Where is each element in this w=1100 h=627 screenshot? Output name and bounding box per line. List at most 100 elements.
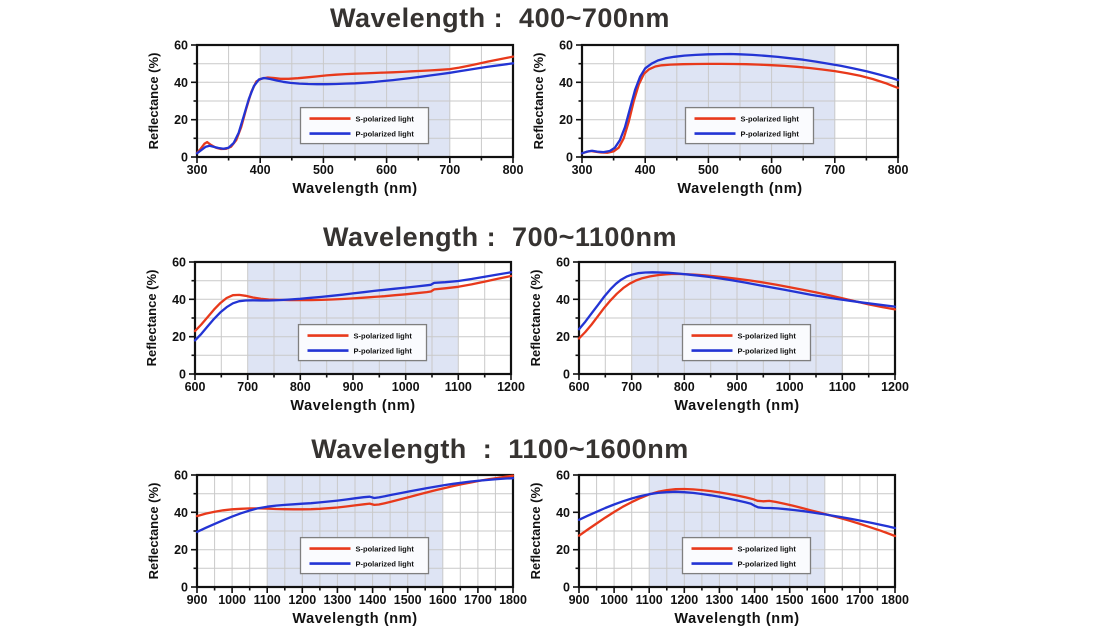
x-tick-label: 1000 [218, 593, 246, 607]
x-tick-label: 1000 [392, 380, 420, 394]
x-tick-label: 1300 [323, 593, 351, 607]
x-axis-label: Wavelength (nm) [290, 398, 415, 414]
x-tick-label: 300 [187, 163, 208, 177]
chart-700-1100-left: 600 700 800 900 1000 1100 1200 0 20 40 60 S-polariz… [144, 256, 525, 415]
y-axis-label: Reflectance (%) [146, 483, 161, 580]
x-tick-label: 1300 [705, 593, 733, 607]
y-tick-label: 60 [559, 39, 573, 53]
plot-frame [195, 43, 515, 159]
x-axis-label: Wavelength (nm) [292, 611, 417, 627]
axis-tick-labels: 900 1000 1100 1200 1300 1400 1500 1600 1700 1800 0… [174, 469, 527, 608]
y-tick-label: 20 [174, 543, 188, 557]
y-axis-label: Reflectance (%) [146, 53, 161, 150]
p-polarized-legend-label: P-polarized light [356, 559, 415, 568]
p-polarized-series [193, 271, 513, 342]
row-title-1100-1600nm: Wavelength : 1100~1600nm [311, 434, 689, 464]
y-tick-label: 60 [174, 39, 188, 53]
x-tick-label: 1200 [881, 380, 909, 394]
x-tick-label: 1000 [600, 593, 628, 607]
p-polarized-series [195, 62, 515, 155]
legend: S-polarized light P-polarized light [684, 106, 815, 145]
y-tick-label: 20 [174, 113, 188, 127]
x-tick-label: 1600 [811, 593, 839, 607]
x-tick-label: 700 [621, 380, 642, 394]
x-tick-label: 600 [185, 380, 206, 394]
axis-tick-labels: 600 700 800 900 1000 1100 1200 0 20 40 60 [556, 256, 909, 395]
s-polarized-legend-label: S-polarized light [354, 331, 413, 340]
x-tick-label: 1700 [846, 593, 874, 607]
y-tick-label: 20 [559, 113, 573, 127]
y-tick-label: 0 [566, 151, 573, 165]
x-tick-label: 800 [290, 380, 311, 394]
x-tick-label: 1400 [359, 593, 387, 607]
x-tick-label: 900 [187, 593, 208, 607]
x-tick-label: 900 [727, 380, 748, 394]
s-polarized-legend-label: S-polarized light [356, 544, 415, 553]
x-tick-label: 500 [313, 163, 334, 177]
legend: S-polarized light P-polarized light [299, 106, 430, 145]
y-tick-label: 40 [556, 506, 570, 520]
chart-1100-1600-right: 900 1000 1100 1200 1300 1400 1500 1600 1700 1800 0… [528, 469, 909, 627]
x-tick-label: 500 [698, 163, 719, 177]
s-polarized-series [580, 62, 900, 155]
x-tick-label: 1100 [636, 593, 663, 607]
p-polarized-legend-label: P-polarized light [741, 129, 800, 138]
p-polarized-legend-label: P-polarized light [354, 346, 413, 355]
y-tick-label: 60 [172, 256, 186, 270]
chart-700-1100-right: 600 700 800 900 1000 1100 1200 0 20 40 60 S-polariz… [528, 256, 909, 415]
x-tick-label: 400 [635, 163, 656, 177]
x-tick-label: 1000 [776, 380, 804, 394]
legend-box [299, 536, 430, 575]
p-polarized-series [577, 490, 897, 530]
x-tick-label: 900 [569, 593, 590, 607]
x-tick-label: 1500 [394, 593, 422, 607]
x-tick-label: 900 [343, 380, 364, 394]
s-polarized-legend-label: S-polarized light [738, 331, 797, 340]
x-tick-label: 600 [376, 163, 397, 177]
y-axis-label: Reflectance (%) [531, 53, 546, 150]
x-axis-label: Wavelength (nm) [674, 611, 799, 627]
chart-400-700-right: 300 400 500 600 700 800 0 20 40 60 S-polarized lig… [531, 39, 908, 198]
x-tick-label: 1600 [429, 593, 457, 607]
s-polarized-legend-label: S-polarized light [741, 114, 800, 123]
row-title-700-1100nm: Wavelength : 700~1100nm [323, 222, 677, 252]
x-tick-label: 700 [439, 163, 460, 177]
x-tick-label: 1500 [776, 593, 804, 607]
x-tick-label: 1100 [829, 380, 856, 394]
y-tick-label: 40 [174, 76, 188, 90]
s-polarized-legend-label: S-polarized light [356, 114, 415, 123]
x-tick-label: 1800 [499, 593, 527, 607]
x-tick-label: 1100 [445, 380, 472, 394]
y-tick-label: 0 [179, 368, 186, 382]
x-tick-label: 1200 [670, 593, 698, 607]
x-tick-label: 400 [250, 163, 271, 177]
legend-box [684, 106, 815, 145]
s-polarized-series [195, 474, 515, 518]
x-axis-label: Wavelength (nm) [677, 181, 802, 197]
axis-tick-labels: 900 1000 1100 1200 1300 1400 1500 1600 1700 1800 0… [556, 469, 909, 608]
chart-400-700-left: 300 400 500 600 700 800 0 20 40 60 S-polarized lig… [146, 39, 523, 198]
y-tick-label: 20 [556, 543, 570, 557]
legend: S-polarized light P-polarized light [297, 323, 428, 362]
row-title-400-700nm: Wavelength : 400~700nm [330, 3, 670, 33]
p-polarized-legend-label: P-polarized light [738, 559, 797, 568]
x-axis-label: Wavelength (nm) [674, 398, 799, 414]
legend: S-polarized light P-polarized light [681, 323, 812, 362]
legend-box [681, 323, 812, 362]
x-tick-label: 700 [824, 163, 845, 177]
plot-frame [577, 260, 897, 376]
y-tick-label: 60 [174, 469, 188, 483]
axis-tick-labels: 300 400 500 600 700 800 0 20 40 60 [174, 39, 523, 178]
y-tick-label: 0 [181, 151, 188, 165]
legend-box [299, 106, 430, 145]
x-axis-label: Wavelength (nm) [292, 181, 417, 197]
x-tick-label: 800 [888, 163, 909, 177]
x-tick-label: 1100 [254, 593, 281, 607]
axis-tick-labels: 300 400 500 600 700 800 0 20 40 60 [559, 39, 908, 178]
legend-box [297, 323, 428, 362]
plot-frame [193, 260, 513, 376]
y-tick-label: 40 [174, 506, 188, 520]
p-polarized-series [580, 52, 900, 155]
y-tick-label: 40 [556, 293, 570, 307]
